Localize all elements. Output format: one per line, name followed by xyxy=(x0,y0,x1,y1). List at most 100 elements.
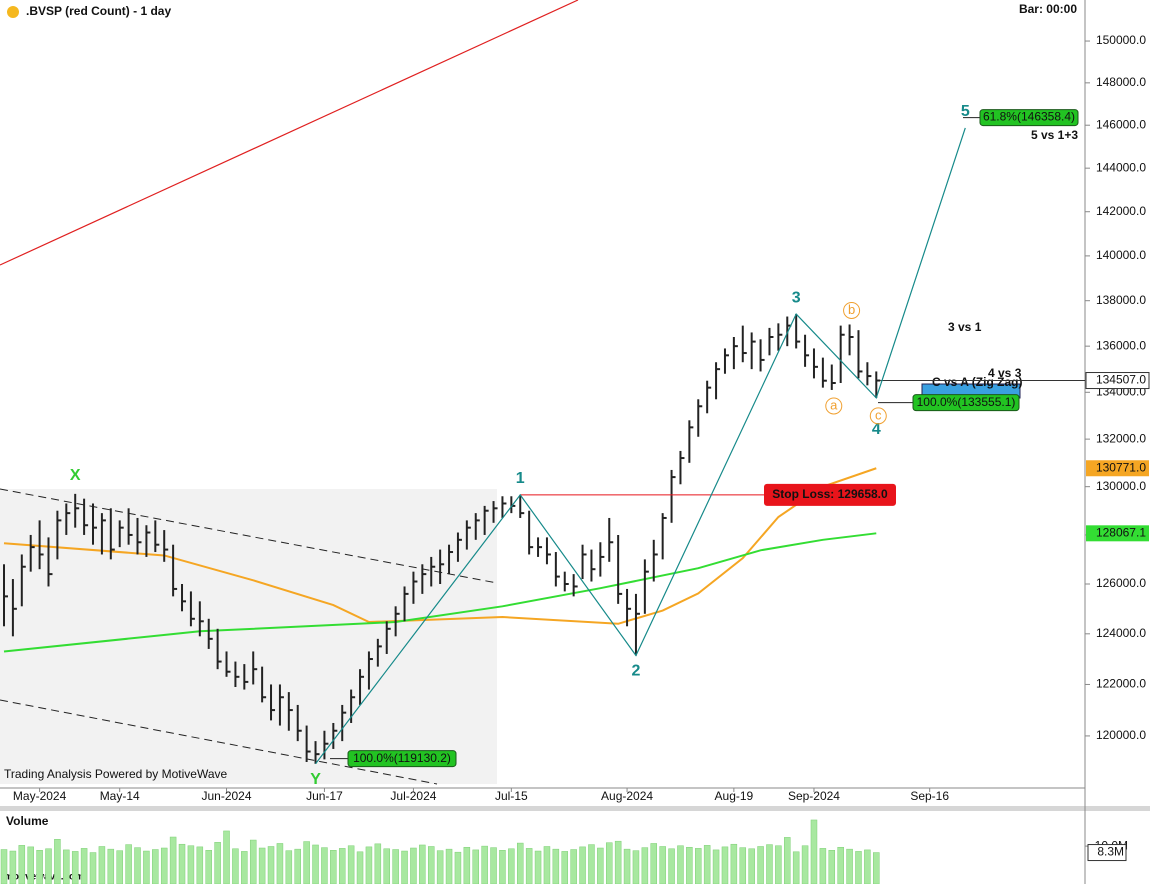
volume-bar xyxy=(516,842,524,884)
wave-label: 4 xyxy=(872,421,881,438)
volume-bar xyxy=(80,848,88,884)
volume-bar xyxy=(632,850,640,884)
x-tick-label: Jul-15 xyxy=(495,789,528,803)
volume-bar xyxy=(392,849,399,884)
volume-bar xyxy=(481,845,488,884)
volume-bar xyxy=(365,846,373,884)
target-box xyxy=(979,109,1079,127)
pane-separator xyxy=(0,806,1150,811)
volume-bar xyxy=(792,851,800,884)
volume-title: Volume xyxy=(6,814,49,828)
volume-bar xyxy=(232,848,239,884)
x-tick-label: Jul-2024 xyxy=(390,789,436,803)
volume-bar xyxy=(508,848,515,884)
volume-bar xyxy=(659,846,666,884)
volume-bar xyxy=(258,847,266,884)
volume-bar xyxy=(36,850,43,884)
volume-bar xyxy=(525,848,533,884)
target-box xyxy=(347,750,457,768)
volume-bar xyxy=(410,847,417,884)
y-tick-label: 130000.0 xyxy=(1096,479,1146,493)
target-label: 100.0%(119130.2) xyxy=(353,751,451,765)
wave-label: Y xyxy=(310,771,321,788)
x-tick-label: Jun-2024 xyxy=(201,789,251,803)
volume-bar xyxy=(383,848,390,884)
volume-bar xyxy=(303,841,310,884)
volume-bar xyxy=(285,850,293,884)
volume-bar xyxy=(606,842,613,884)
volume-bar xyxy=(18,845,26,884)
y-tick-label: 144000.0 xyxy=(1096,160,1146,174)
trend-line xyxy=(0,0,579,266)
y-tick-label: 150000.0 xyxy=(1096,33,1146,47)
volume-bar xyxy=(276,843,284,884)
ma-value-label: 128067.1 xyxy=(1096,525,1146,539)
y-tick-label: 136000.0 xyxy=(1096,338,1146,352)
subwave-label: a xyxy=(830,397,838,412)
volume-bar xyxy=(819,848,827,884)
volume-bar xyxy=(143,850,150,884)
volume-bar xyxy=(178,843,186,884)
symbol-icon xyxy=(7,6,19,18)
y-tick-label: 138000.0 xyxy=(1096,293,1146,307)
volume-bar xyxy=(330,850,337,884)
volume-bar xyxy=(312,844,319,884)
volume-bar xyxy=(160,847,168,884)
subwave-circle xyxy=(843,301,861,319)
volume-bar xyxy=(801,845,809,884)
volume-bar xyxy=(436,850,444,884)
moving-average xyxy=(3,532,877,653)
volume-bar xyxy=(570,849,577,884)
volume-bar xyxy=(241,851,248,884)
volume-bar xyxy=(534,850,542,884)
ma-value-box xyxy=(1086,460,1149,477)
annotation: 5 vs 1+3 xyxy=(1031,128,1078,142)
target-label: 100.0%(133555.1) xyxy=(917,395,1016,409)
volume-bar xyxy=(864,849,871,884)
volume-bar xyxy=(125,844,132,884)
annotation: C vs A (Zig Zag) xyxy=(932,375,1022,389)
volume-bar xyxy=(356,851,364,884)
y-tick-label: 146000.0 xyxy=(1096,117,1146,131)
volume-bar xyxy=(490,847,497,884)
volume-bar xyxy=(739,847,747,884)
y-tick-label: 124000.0 xyxy=(1096,626,1146,640)
volume-bar xyxy=(89,852,97,884)
volume-bar xyxy=(27,846,34,884)
volume-bar xyxy=(71,851,79,884)
subwave-label: b xyxy=(848,302,855,317)
wave-line xyxy=(315,127,966,765)
volume-bar xyxy=(116,850,123,884)
volume-bar xyxy=(552,848,560,884)
volume-bar xyxy=(810,819,818,884)
watermark: motivewave.com xyxy=(4,872,84,883)
x-tick-label: Sep-2024 xyxy=(788,789,840,803)
wave-label: X xyxy=(70,467,81,484)
volume-bar xyxy=(54,839,61,884)
volume-bar xyxy=(855,851,862,884)
volume-bar xyxy=(223,830,230,884)
volume-bar xyxy=(543,846,551,884)
chart-title: .BVSP (red Count) - 1 day xyxy=(26,4,171,18)
x-tick-label: Aug-19 xyxy=(715,789,754,803)
y-tick-label: 148000.0 xyxy=(1096,75,1146,89)
volume-bar xyxy=(828,850,836,884)
last-price-label: 134507.0 xyxy=(1096,373,1146,387)
volume-bar xyxy=(187,845,195,884)
volume-bar xyxy=(712,849,720,884)
volume-bar xyxy=(321,847,328,884)
volume-bar xyxy=(338,848,346,884)
last-price-box xyxy=(1085,372,1150,390)
volume-bar xyxy=(748,848,755,884)
credit: Trading Analysis Powered by MotiveWave xyxy=(4,767,228,781)
volume-bar xyxy=(196,846,204,884)
wave-label: 3 xyxy=(792,289,801,306)
volume-bar xyxy=(721,846,729,884)
volume-bar xyxy=(614,840,622,884)
volume-bar xyxy=(134,847,141,884)
subwave-label: c xyxy=(875,407,882,422)
volume-bar xyxy=(757,846,764,884)
volume-bar xyxy=(267,846,275,884)
volume-bar xyxy=(98,846,106,884)
